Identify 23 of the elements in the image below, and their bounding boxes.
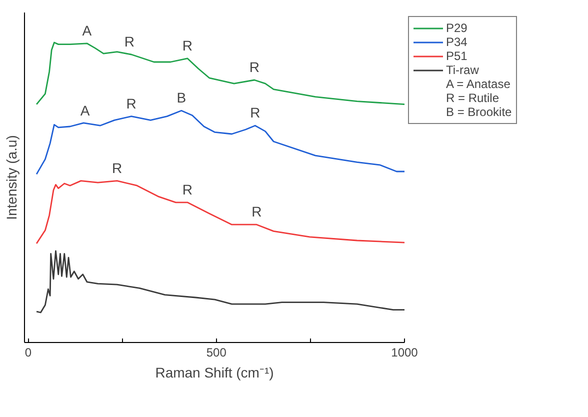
text: A = Anatase xyxy=(446,77,510,91)
text: R = Rutile xyxy=(446,91,500,105)
legend-label: Ti-raw xyxy=(446,63,479,77)
annotation: A xyxy=(80,102,90,118)
y-axis-title: Intensity (a.u) xyxy=(4,135,20,220)
x-tick-label: 500 xyxy=(206,346,227,360)
legend-label: P51 xyxy=(446,49,468,63)
annotation: R xyxy=(249,59,260,75)
annotation: A xyxy=(82,22,92,38)
legend-label: P34 xyxy=(446,35,468,49)
annotation: R xyxy=(250,104,260,121)
x-axis-title: Raman Shift (cm⁻¹) xyxy=(155,364,274,380)
annotation: R xyxy=(182,37,192,54)
annotation: R xyxy=(182,181,192,198)
annotation: R xyxy=(126,95,136,112)
annotation: R xyxy=(112,160,122,176)
x-tick-label: 1000 xyxy=(391,346,418,360)
annotation: R xyxy=(124,34,135,50)
text: B = Brookite xyxy=(446,105,512,119)
annotation: B xyxy=(176,90,186,106)
x-tick-label: 0 xyxy=(24,346,32,360)
annotation: R xyxy=(252,204,262,220)
legend-label: P29 xyxy=(446,21,468,35)
